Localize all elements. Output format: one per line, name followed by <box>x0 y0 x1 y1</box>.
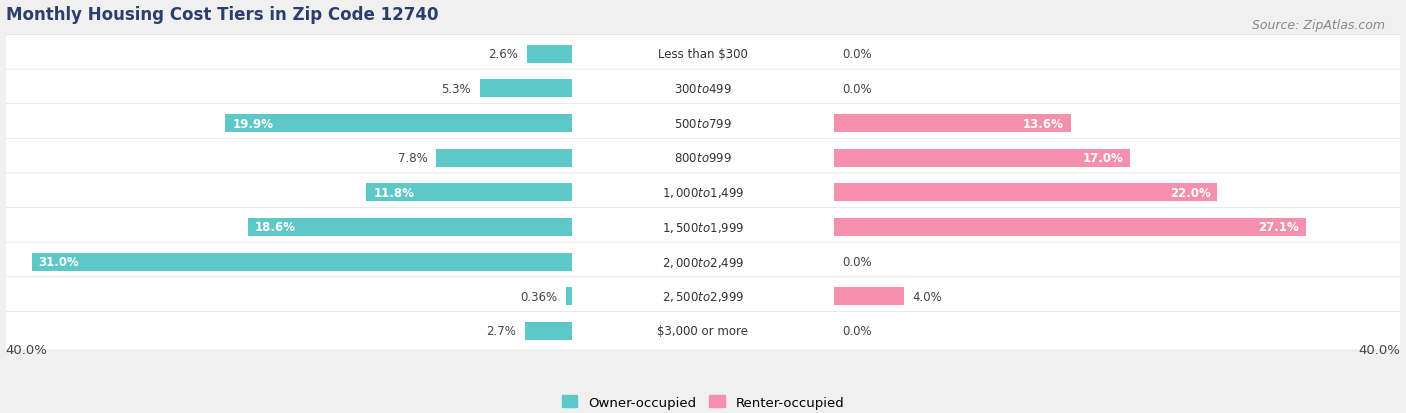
Text: $1,500 to $1,999: $1,500 to $1,999 <box>662 221 744 234</box>
Text: 2.6%: 2.6% <box>488 48 519 61</box>
FancyBboxPatch shape <box>0 104 1406 143</box>
Bar <box>834 218 1306 236</box>
Text: 22.0%: 22.0% <box>1170 186 1211 199</box>
Bar <box>834 115 1071 133</box>
Text: Less than $300: Less than $300 <box>658 48 748 61</box>
Text: 13.6%: 13.6% <box>1024 117 1064 130</box>
Text: 5.3%: 5.3% <box>441 83 471 96</box>
FancyBboxPatch shape <box>0 311 1406 350</box>
Bar <box>527 46 572 64</box>
Legend: Owner-occupied, Renter-occupied: Owner-occupied, Renter-occupied <box>561 396 845 409</box>
Text: 7.8%: 7.8% <box>398 152 427 165</box>
Bar <box>436 150 572 167</box>
Text: 0.0%: 0.0% <box>842 325 872 337</box>
Text: $800 to $999: $800 to $999 <box>673 152 733 165</box>
Bar <box>225 115 572 133</box>
Text: $2,500 to $2,999: $2,500 to $2,999 <box>662 290 744 304</box>
Text: 11.8%: 11.8% <box>374 186 415 199</box>
Bar <box>834 287 904 305</box>
Bar <box>479 80 572 98</box>
Text: 31.0%: 31.0% <box>39 255 79 268</box>
Text: 27.1%: 27.1% <box>1258 221 1299 234</box>
Text: $3,000 or more: $3,000 or more <box>658 325 748 337</box>
Bar <box>834 150 1130 167</box>
Bar <box>834 184 1218 202</box>
FancyBboxPatch shape <box>0 242 1406 281</box>
Bar <box>567 287 572 305</box>
Text: 17.0%: 17.0% <box>1083 152 1123 165</box>
Bar <box>32 253 572 271</box>
Bar <box>367 184 572 202</box>
Text: $2,000 to $2,499: $2,000 to $2,499 <box>662 255 744 269</box>
Bar <box>526 322 572 340</box>
Text: 18.6%: 18.6% <box>254 221 295 234</box>
Text: Source: ZipAtlas.com: Source: ZipAtlas.com <box>1251 19 1385 31</box>
Text: $500 to $799: $500 to $799 <box>673 117 733 130</box>
Text: 0.0%: 0.0% <box>842 255 872 268</box>
Text: 4.0%: 4.0% <box>912 290 942 303</box>
FancyBboxPatch shape <box>0 36 1406 74</box>
Text: 0.0%: 0.0% <box>842 48 872 61</box>
Text: 2.7%: 2.7% <box>486 325 516 337</box>
Text: 0.36%: 0.36% <box>520 290 557 303</box>
Text: $300 to $499: $300 to $499 <box>673 83 733 96</box>
Text: 40.0%: 40.0% <box>6 343 48 356</box>
FancyBboxPatch shape <box>0 277 1406 316</box>
Text: 0.0%: 0.0% <box>842 83 872 96</box>
FancyBboxPatch shape <box>0 139 1406 178</box>
Bar <box>247 218 572 236</box>
FancyBboxPatch shape <box>0 70 1406 109</box>
Text: 40.0%: 40.0% <box>1358 343 1400 356</box>
FancyBboxPatch shape <box>0 208 1406 247</box>
Text: 19.9%: 19.9% <box>232 117 273 130</box>
FancyBboxPatch shape <box>0 173 1406 212</box>
Text: $1,000 to $1,499: $1,000 to $1,499 <box>662 186 744 200</box>
Text: Monthly Housing Cost Tiers in Zip Code 12740: Monthly Housing Cost Tiers in Zip Code 1… <box>6 5 439 24</box>
